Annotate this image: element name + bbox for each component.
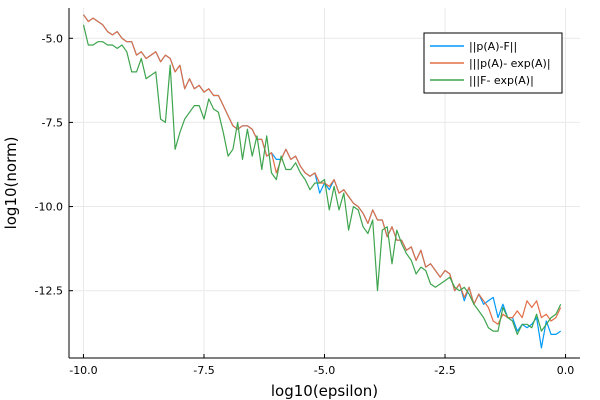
tick-label-layer: -10.0 -7.5 -5.0 -2.5 0.0 -5.0 -7.5 -10.0 -12.5 — [35, 32, 575, 377]
grid-layer — [69, 8, 580, 358]
legend-label-3: |||F- exp(A)| — [469, 74, 534, 87]
series-layer — [82, 14, 562, 349]
series-line-2 — [83, 14, 562, 325]
x-tick-label: 0.0 — [557, 364, 575, 377]
y-tick-label: -10.0 — [35, 201, 63, 214]
x-tick-label: -5.0 — [314, 364, 335, 377]
y-tick-label: -7.5 — [42, 116, 63, 129]
x-tick-label: -10.0 — [69, 364, 97, 377]
y-tick-label: -12.5 — [35, 285, 63, 298]
x-axis-label: log10(epsilon) — [271, 382, 378, 400]
legend-label-1: ||p(A)-F|| — [469, 40, 517, 53]
x-tick-label: -2.5 — [434, 364, 455, 377]
legend-label-2: |||p(A)- exp(A)| — [469, 57, 551, 70]
y-tick-label: -5.0 — [42, 32, 63, 45]
axis-layer — [68, 8, 580, 359]
legend: ||p(A)-F|| |||p(A)- exp(A)| |||F- exp(A)| — [423, 32, 563, 94]
x-tick-label: -7.5 — [193, 364, 214, 377]
y-axis-label: log10(norm) — [2, 137, 20, 230]
series-line-3 — [82, 24, 562, 335]
